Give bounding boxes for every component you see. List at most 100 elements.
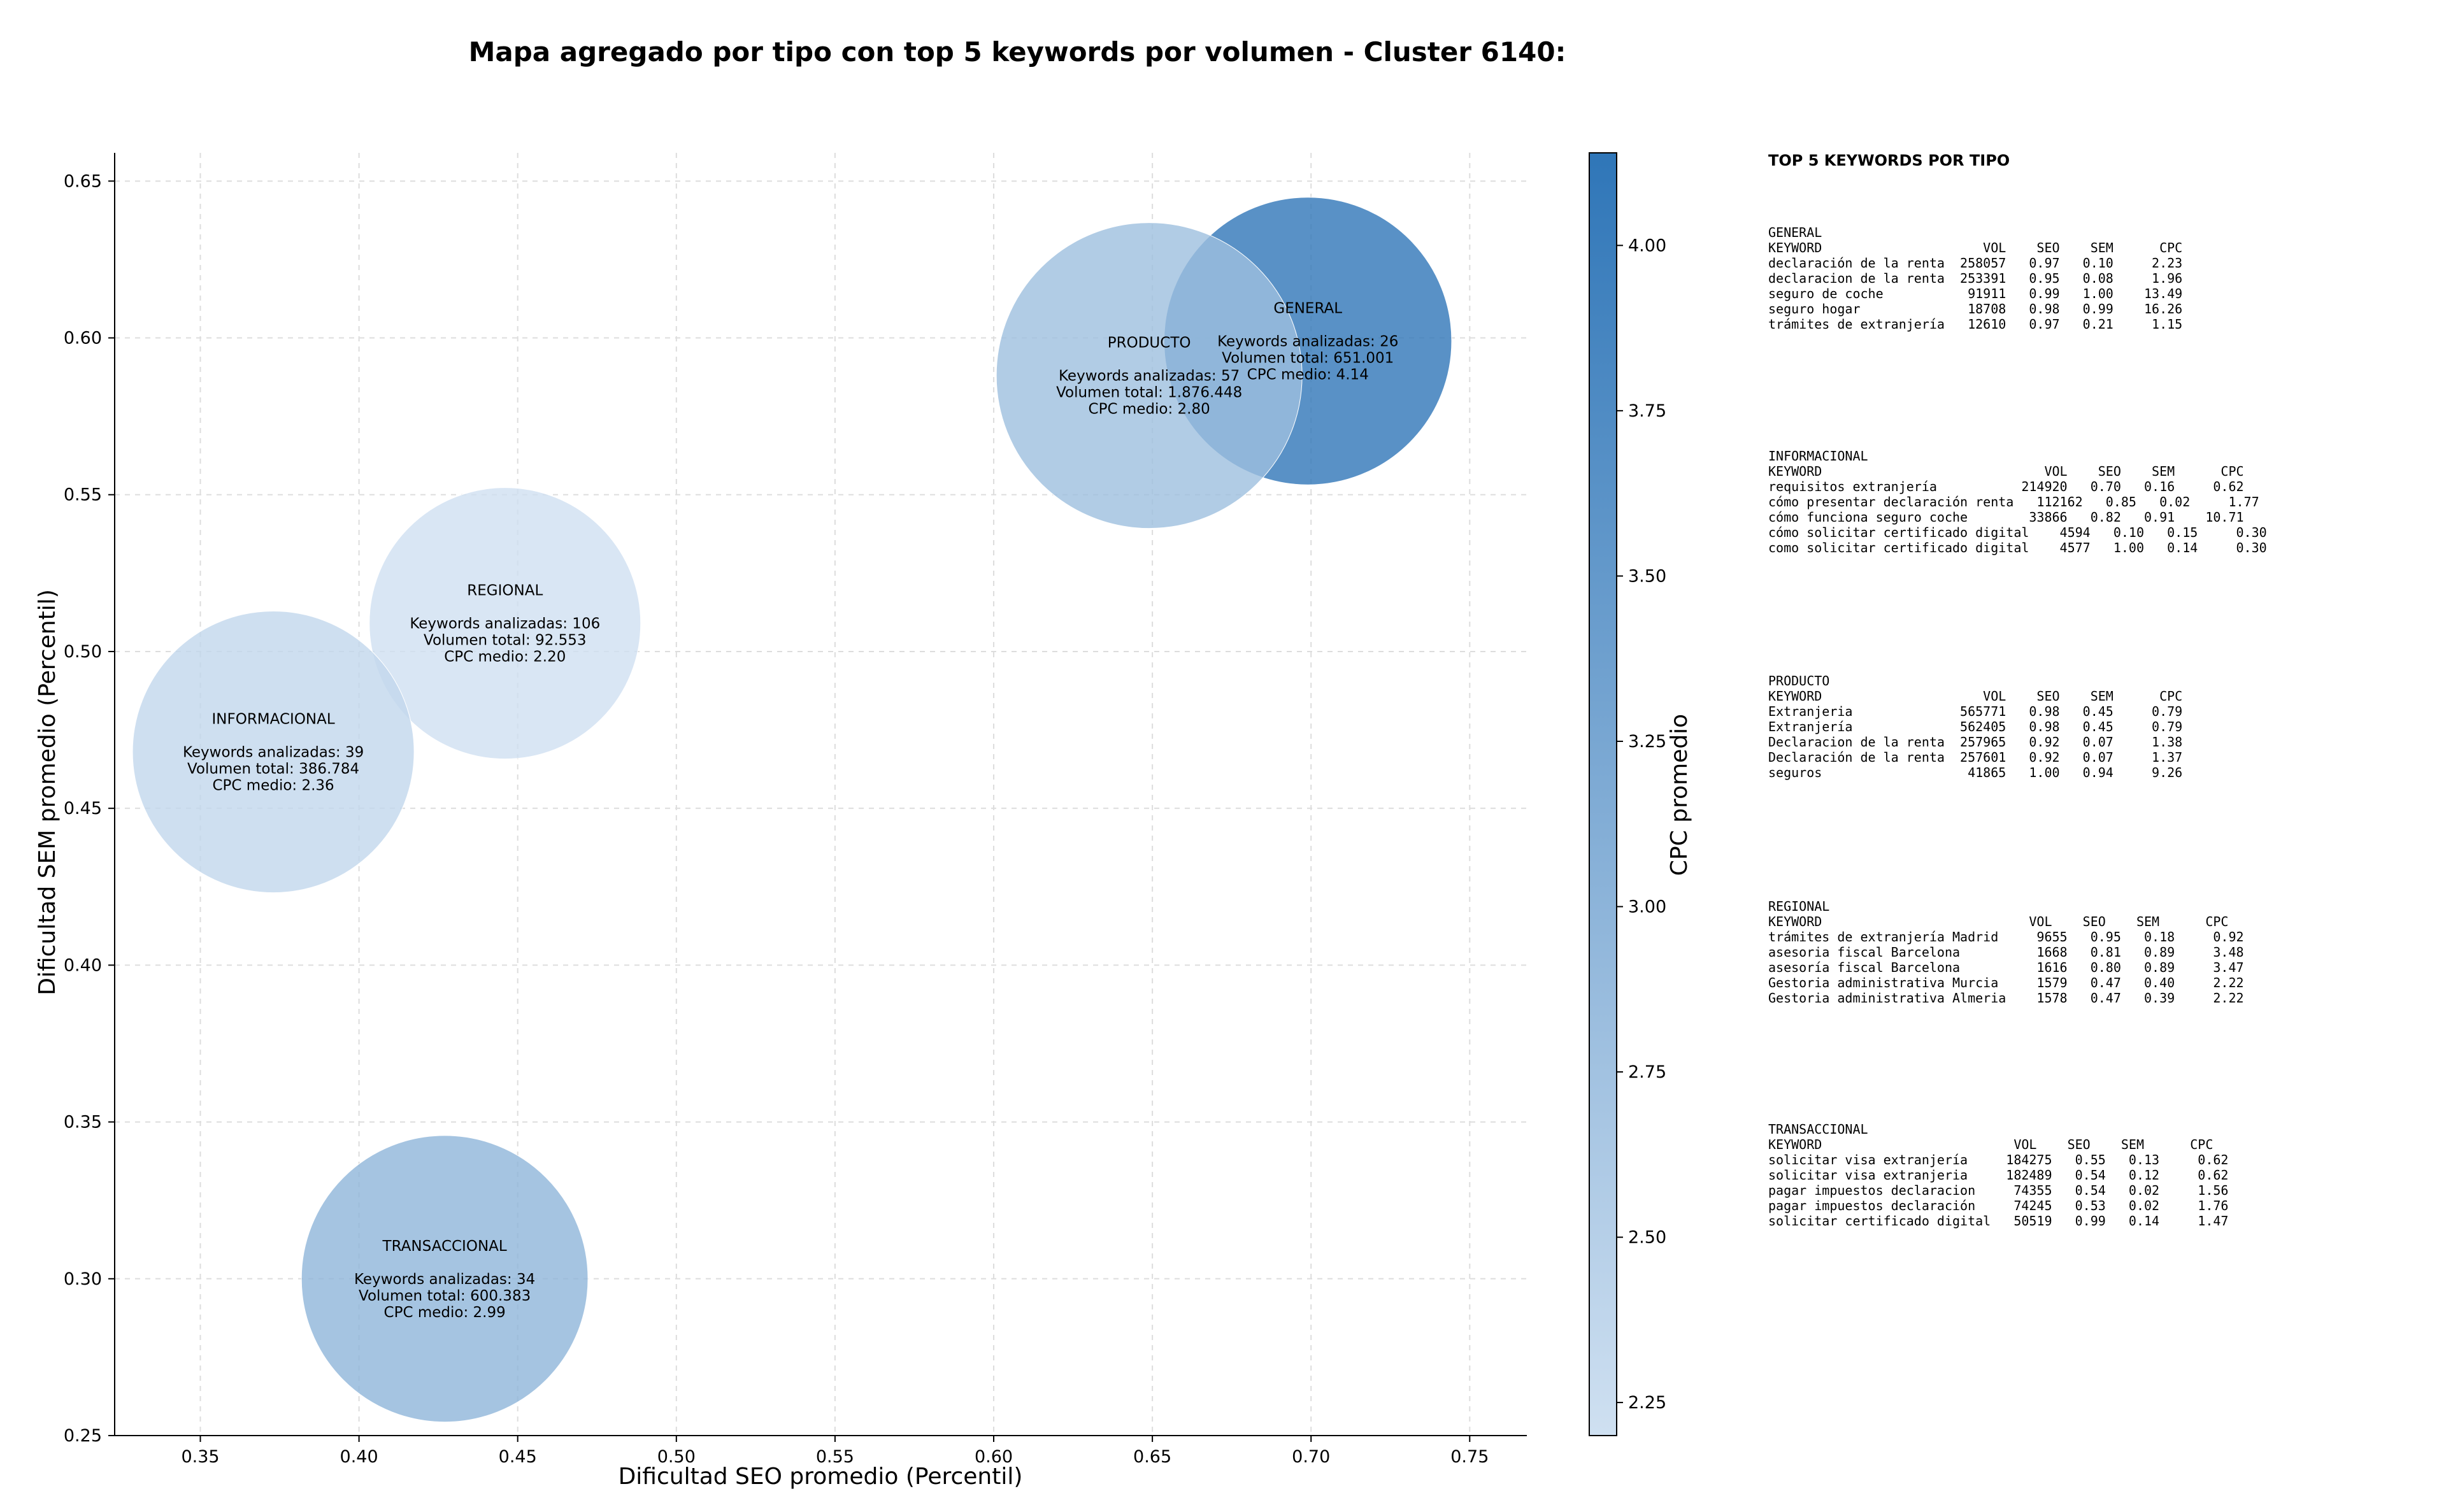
keywords-table-row: Extranjería 562405 0.98 0.45 0.79 xyxy=(1768,719,2182,734)
keywords-section-title: REGIONAL xyxy=(1768,899,1829,914)
bubble-label-producto: Volumen total: 1.876.448 xyxy=(1056,385,1242,401)
y-tick-label: 0.50 xyxy=(64,642,102,662)
bubble-label-informacional: CPC medio: 2.36 xyxy=(213,778,334,794)
bubble-label-general: CPC medio: 4.14 xyxy=(1247,366,1369,383)
keywords-table-row: Declaración de la renta 257601 0.92 0.07… xyxy=(1768,750,2182,765)
bubble-label-producto: Keywords analizadas: 57 xyxy=(1059,368,1240,385)
colorbar-gradient xyxy=(1589,152,1617,1436)
bubble-label-producto: PRODUCTO xyxy=(1108,335,1191,352)
bubble-informacional xyxy=(132,610,415,894)
bubble-label-producto: CPC medio: 2.80 xyxy=(1089,401,1210,418)
top-keywords-panel-title: TOP 5 KEYWORDS POR TIPO xyxy=(1768,152,2010,169)
keywords-table-row: solicitar visa extranjería 184275 0.55 0… xyxy=(1768,1152,2228,1167)
y-tick-label: 0.25 xyxy=(64,1426,102,1446)
keywords-table-header: KEYWORD VOL SEO SEM CPC xyxy=(1768,464,2244,479)
y-tick-label: 0.45 xyxy=(64,799,102,818)
keywords-table-row: cómo funciona seguro coche 33866 0.82 0.… xyxy=(1768,510,2244,525)
colorbar-tick-label: 2.75 xyxy=(1628,1062,1666,1082)
bubble-label-informacional: Volumen total: 386.784 xyxy=(187,761,359,778)
colorbar-tick-label: 3.25 xyxy=(1628,732,1666,752)
keywords-table-header: KEYWORD VOL SEO SEM CPC xyxy=(1768,914,2228,929)
colorbar-label: CPC promedio xyxy=(1666,714,1692,876)
keywords-table-row: trámites de extranjería 12610 0.97 0.21 … xyxy=(1768,317,2182,332)
bubble-label-general: GENERAL xyxy=(1273,300,1342,317)
keywords-table-header: KEYWORD VOL SEO SEM CPC xyxy=(1768,1137,2213,1152)
bubble-regional xyxy=(369,487,641,760)
y-tick-label: 0.40 xyxy=(64,955,102,975)
bubble-label-general: Volumen total: 651.001 xyxy=(1222,350,1394,366)
bubble-label-regional: REGIONAL xyxy=(467,583,543,599)
bubble-label-transaccional: Volumen total: 600.383 xyxy=(359,1288,531,1304)
colorbar-tick-label: 3.00 xyxy=(1628,897,1666,916)
x-tick-label: 0.50 xyxy=(657,1447,696,1467)
keywords-table-row: requisitos extranjería 214920 0.70 0.16 … xyxy=(1768,479,2244,494)
keywords-table-row: declaración de la renta 258057 0.97 0.10… xyxy=(1768,255,2182,271)
x-axis-label: Dificultad SEO promedio (Percentil) xyxy=(619,1464,1023,1490)
x-tick-label: 0.70 xyxy=(1292,1447,1330,1467)
bubble-producto xyxy=(996,222,1303,529)
y-axis-ticks: 0.25 0.30 0.35 0.40 0.45 0.50 0.55 0.60 0.65 xyxy=(64,171,115,1446)
y-tick-label: 0.65 xyxy=(64,171,102,191)
colorbar-tick-label: 3.75 xyxy=(1628,401,1666,421)
bubble-label-general: Keywords analizadas: 26 xyxy=(1217,333,1398,350)
bubble-label-transaccional: TRANSACCIONAL xyxy=(382,1238,507,1255)
keywords-table-row: declaracion de la renta 253391 0.95 0.08… xyxy=(1768,271,2182,286)
y-tick-label: 0.60 xyxy=(64,329,102,348)
chart-title: Mapa agregado por tipo con top 5 keyword… xyxy=(469,36,1566,68)
bubble-label-informacional: INFORMACIONAL xyxy=(212,711,335,728)
keywords-table-row: asesoría fiscal Barcelona 1616 0.80 0.89… xyxy=(1768,960,2244,975)
keywords-table-row: pagar impuestos declaracion 74355 0.54 0… xyxy=(1768,1183,2228,1198)
x-tick-label: 0.55 xyxy=(816,1447,854,1467)
colorbar: 2.25 2.50 2.75 3.00 3.25 3.50 3.75 4.00 CPC pro… xyxy=(1589,152,1692,1436)
keywords-table-row: seguros 41865 1.00 0.94 9.26 xyxy=(1768,765,2182,780)
bubble-label-regional: Keywords analizadas: 106 xyxy=(410,616,600,632)
bubble-transaccional xyxy=(301,1135,589,1423)
keywords-section-title: GENERAL xyxy=(1768,225,1822,240)
colorbar-tick-label: 2.25 xyxy=(1628,1393,1666,1413)
x-tick-label: 0.65 xyxy=(1133,1447,1171,1467)
bubble-circles xyxy=(132,197,1452,1423)
y-tick-label: 0.30 xyxy=(64,1269,102,1289)
y-tick-label: 0.35 xyxy=(64,1113,102,1132)
x-tick-label: 0.75 xyxy=(1450,1447,1489,1467)
keywords-table-row: asesoria fiscal Barcelona 1668 0.81 0.89… xyxy=(1768,945,2244,960)
keywords-table-row: solicitar visa extranjeria 182489 0.54 0… xyxy=(1768,1167,2228,1183)
keywords-section-title: PRODUCTO xyxy=(1768,673,1829,688)
bubble-label-regional: Volumen total: 92.553 xyxy=(424,632,587,649)
keywords-section-title: INFORMACIONAL xyxy=(1768,448,1868,464)
keywords-table-header: KEYWORD VOL SEO SEM CPC xyxy=(1768,688,2182,704)
colorbar-ticks: 2.25 2.50 2.75 3.00 3.25 3.50 3.75 4.00 xyxy=(1617,236,1666,1413)
bubble-label-transaccional: CPC medio: 2.99 xyxy=(384,1304,506,1321)
x-tick-label: 0.35 xyxy=(181,1447,219,1467)
keywords-section-title: TRANSACCIONAL xyxy=(1768,1122,1868,1137)
bubble-label-transaccional: Keywords analizadas: 34 xyxy=(354,1271,535,1288)
colorbar-tick-label: 2.50 xyxy=(1628,1228,1666,1248)
keywords-table-row: Declaracion de la renta 257965 0.92 0.07… xyxy=(1768,734,2182,750)
keywords-table-row: Extranjeria 565771 0.98 0.45 0.79 xyxy=(1768,704,2182,719)
x-tick-label: 0.45 xyxy=(499,1447,537,1467)
keywords-table-row: cómo solicitar certificado digital 4594 … xyxy=(1768,525,2267,540)
y-axis-label: Dificultad SEM promedio (Percentil) xyxy=(34,589,61,995)
x-axis-ticks: 0.35 0.40 0.45 0.50 0.55 0.60 0.65 0.70 0.75 xyxy=(181,1436,1489,1467)
keywords-table-row: Gestoria administrativa Murcia 1579 0.47… xyxy=(1768,975,2244,990)
keywords-table-header: KEYWORD VOL SEO SEM CPC xyxy=(1768,240,2182,255)
colorbar-tick-label: 3.50 xyxy=(1628,566,1666,586)
keywords-table-row: trámites de extranjería Madrid 9655 0.95… xyxy=(1768,929,2244,945)
colorbar-tick-label: 4.00 xyxy=(1628,236,1666,255)
keywords-table-row: como solicitar certificado digital 4577 … xyxy=(1768,540,2267,555)
y-tick-label: 0.55 xyxy=(64,485,102,505)
keywords-table-row: seguro hogar 18708 0.98 0.99 16.26 xyxy=(1768,301,2182,317)
keywords-table-row: seguro de coche 91911 0.99 1.00 13.49 xyxy=(1768,286,2182,301)
keywords-table-row: solicitar certificado digital 50519 0.99… xyxy=(1768,1213,2228,1229)
